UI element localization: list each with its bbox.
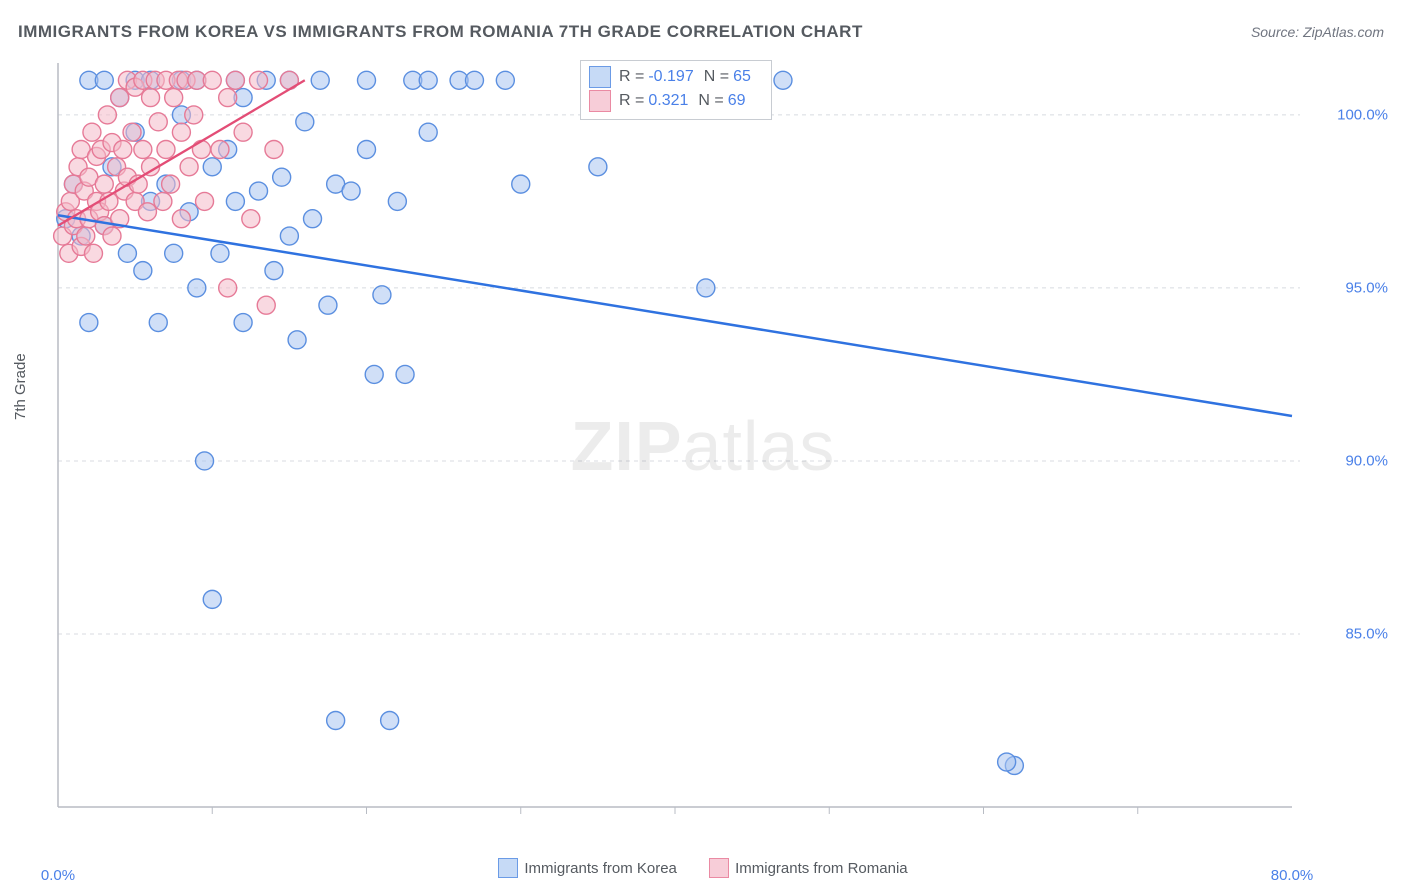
legend-r-value-korea: -0.197 bbox=[648, 65, 693, 89]
legend-row-romania: R = 0.321 N = 69 bbox=[589, 89, 761, 113]
legend-swatch-icon bbox=[498, 858, 518, 878]
source-prefix: Source: bbox=[1251, 24, 1303, 40]
series-legend: Immigrants from Korea Immigrants from Ro… bbox=[0, 858, 1406, 882]
legend-swatch-romania bbox=[589, 90, 611, 112]
y-tick-label: 90.0% bbox=[1345, 452, 1388, 469]
correlation-scatter-plot bbox=[50, 55, 1300, 825]
correlation-legend-box: R = -0.197 N = 65 R = 0.321 N = 69 bbox=[580, 60, 772, 120]
legend-label-romania: Immigrants from Romania bbox=[735, 860, 908, 877]
legend-label-korea: Immigrants from Korea bbox=[524, 860, 677, 877]
legend-r-label: R = bbox=[619, 89, 644, 113]
legend-n-label: N = bbox=[704, 65, 729, 89]
chart-title: IMMIGRANTS FROM KOREA VS IMMIGRANTS FROM… bbox=[18, 22, 863, 42]
legend-n-label: N = bbox=[698, 89, 723, 113]
y-tick-label: 95.0% bbox=[1345, 279, 1388, 296]
legend-n-value-romania: 69 bbox=[728, 89, 746, 113]
legend-row-korea: R = -0.197 N = 65 bbox=[589, 65, 761, 89]
legend-item-romania: Immigrants from Romania bbox=[709, 858, 908, 878]
y-axis-label: 7th Grade bbox=[12, 353, 29, 420]
legend-r-value-romania: 0.321 bbox=[648, 89, 688, 113]
legend-r-label: R = bbox=[619, 65, 644, 89]
legend-n-value-korea: 65 bbox=[733, 65, 751, 89]
source-label: Source: ZipAtlas.com bbox=[1251, 24, 1384, 40]
y-tick-label: 100.0% bbox=[1337, 106, 1388, 123]
legend-swatch-korea bbox=[589, 66, 611, 88]
source-name: ZipAtlas.com bbox=[1303, 24, 1384, 40]
y-tick-label: 85.0% bbox=[1345, 625, 1388, 642]
legend-swatch-icon bbox=[709, 858, 729, 878]
legend-item-korea: Immigrants from Korea bbox=[498, 858, 677, 878]
